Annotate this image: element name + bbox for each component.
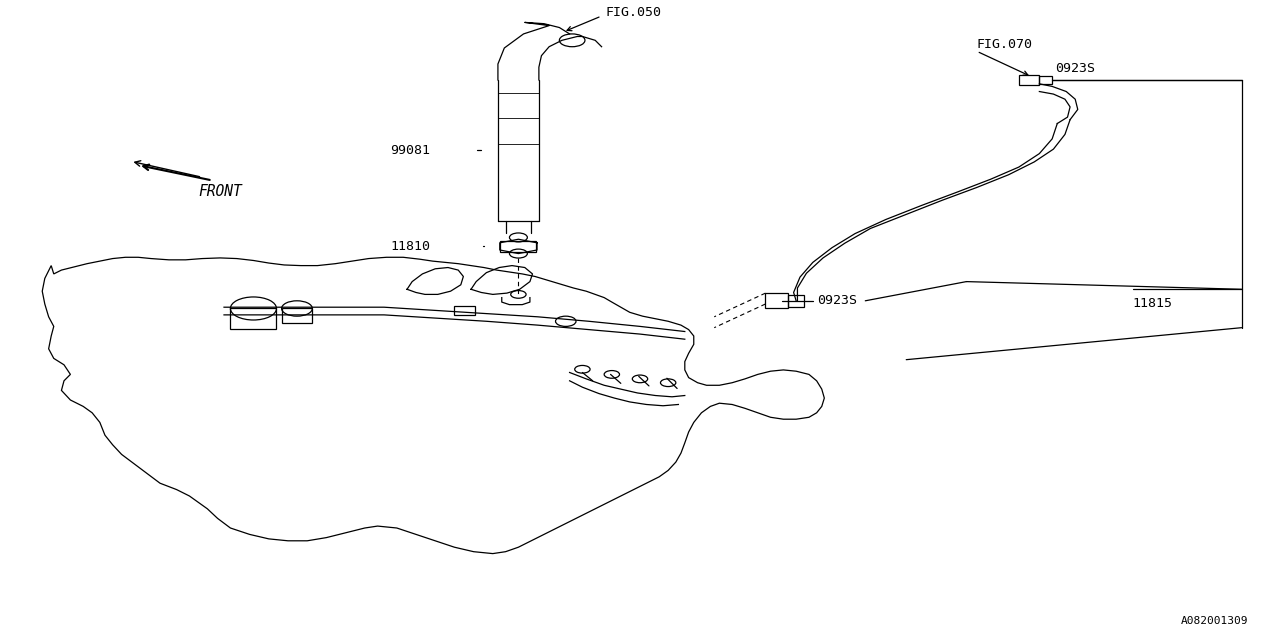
Text: 11815: 11815 xyxy=(1133,297,1172,310)
Text: 0923S: 0923S xyxy=(1055,62,1094,75)
Bar xyxy=(1019,75,1039,85)
Bar xyxy=(788,295,804,307)
Bar xyxy=(1039,76,1052,84)
Bar xyxy=(500,241,536,252)
Text: 0923S: 0923S xyxy=(817,294,856,307)
Bar xyxy=(230,308,276,329)
Bar xyxy=(454,306,475,315)
Text: FIG.070: FIG.070 xyxy=(977,38,1033,51)
Text: 99081: 99081 xyxy=(390,144,430,157)
Text: FRONT: FRONT xyxy=(198,184,242,199)
Text: A082001309: A082001309 xyxy=(1180,616,1248,626)
Bar xyxy=(765,293,788,308)
Bar xyxy=(282,308,312,323)
Text: FIG.050: FIG.050 xyxy=(605,6,662,19)
Text: 11810: 11810 xyxy=(390,240,430,253)
